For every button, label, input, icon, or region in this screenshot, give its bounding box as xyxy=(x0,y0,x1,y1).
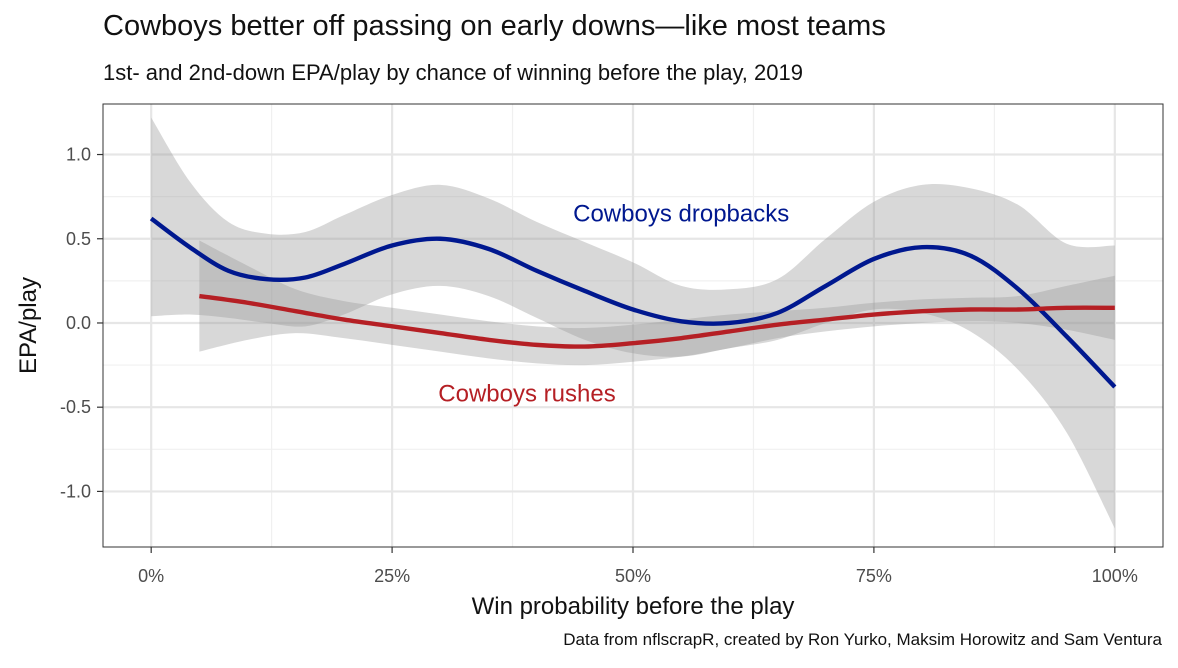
chart-subtitle: 1st- and 2nd-down EPA/play by chance of … xyxy=(103,60,803,85)
series-lines xyxy=(149,216,1117,389)
chart-title: Cowboys better off passing on early down… xyxy=(103,10,886,42)
y-tick-labels: -1.0 -0.5 0.0 0.5 1.0 xyxy=(60,145,91,502)
series-line-rushes xyxy=(199,293,1115,349)
x-tick-label: 100% xyxy=(1092,566,1138,586)
confidence-ribbon-rushes xyxy=(199,240,1115,366)
confidence-ribbon-dropbacks xyxy=(151,117,1115,529)
chart-caption: Data from nflscrapR, created by Ron Yurk… xyxy=(563,630,1162,649)
series-label-rushes: Cowboys rushes xyxy=(438,381,615,408)
x-tick-label: 50% xyxy=(615,566,651,586)
series-labels: Cowboys dropbacks Cowboys rushes xyxy=(438,200,789,407)
x-tick-labels: 0% 25% 50% 75% 100% xyxy=(138,566,1138,586)
y-tick-label: -0.5 xyxy=(60,397,91,417)
x-tick-label: 75% xyxy=(856,566,892,586)
y-tick-label: 0.0 xyxy=(66,313,91,333)
series-line-dropbacks xyxy=(149,216,1117,389)
x-axis-label: Win probability before the play xyxy=(472,593,795,620)
x-tick-label: 0% xyxy=(138,566,164,586)
y-tick-label: 0.5 xyxy=(66,229,91,249)
axis-ticks xyxy=(97,153,1116,553)
series-label-dropbacks: Cowboys dropbacks xyxy=(573,200,789,227)
x-tick-label: 25% xyxy=(374,566,410,586)
y-tick-label: -1.0 xyxy=(60,481,91,501)
grid-major xyxy=(103,104,1163,547)
y-axis-label: EPA/play xyxy=(15,277,42,374)
y-tick-label: 1.0 xyxy=(66,145,91,165)
confidence-ribbons xyxy=(151,117,1115,529)
